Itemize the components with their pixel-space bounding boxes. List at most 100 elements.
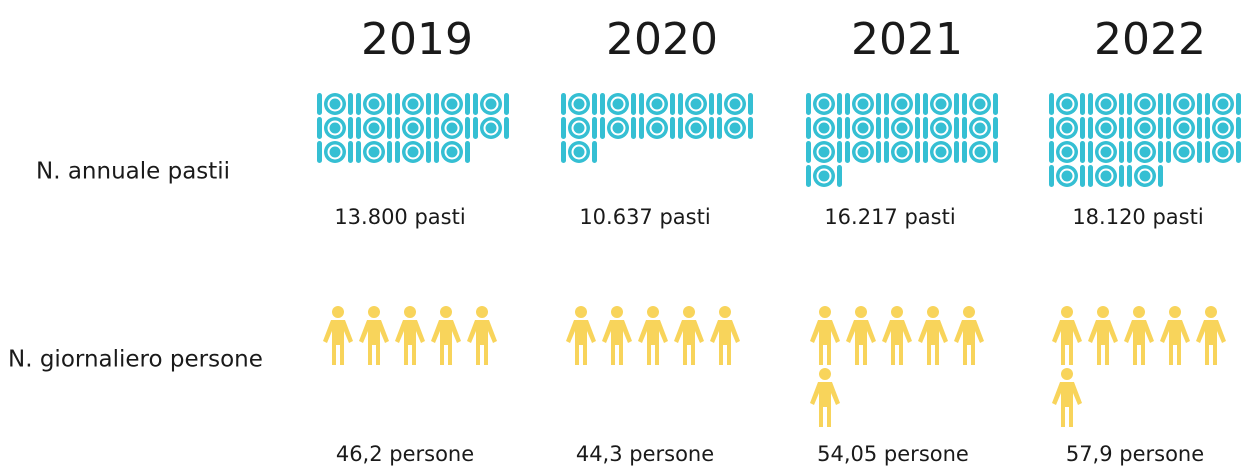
meal-icon xyxy=(356,117,392,139)
year: 2022 xyxy=(1094,14,1206,65)
meal-icons xyxy=(561,93,753,163)
person-icon xyxy=(638,306,668,365)
meal-icon xyxy=(1049,93,1085,115)
year: 2020 xyxy=(606,14,718,65)
meal-icon xyxy=(806,93,842,115)
meal-icon xyxy=(962,141,998,163)
meal-icon xyxy=(923,93,959,115)
meal-icon xyxy=(1049,117,1085,139)
meal-icon xyxy=(806,141,842,163)
person-icons xyxy=(810,306,984,427)
person-icon xyxy=(1196,306,1226,365)
person-icon xyxy=(323,306,353,365)
meal-icon xyxy=(1166,117,1202,139)
meal-icon xyxy=(600,93,636,115)
meal-icon xyxy=(356,141,392,163)
meal-icon xyxy=(473,93,509,115)
value-label: 18.120 pasti xyxy=(1072,205,1203,229)
meal-icon xyxy=(356,93,392,115)
person-icon xyxy=(1052,368,1082,427)
meal-icon xyxy=(1205,117,1241,139)
meal-icon xyxy=(1088,117,1124,139)
person-icons xyxy=(566,306,740,365)
value-label: 46,2 persone xyxy=(336,442,474,466)
person-icon xyxy=(1088,306,1118,365)
row-label: N. giornaliero persone xyxy=(8,347,263,373)
person-icon xyxy=(918,306,948,365)
person-icons xyxy=(1052,306,1226,427)
value-label: 54,05 persone xyxy=(817,442,969,466)
row-label: N. annuale pastii xyxy=(36,159,230,185)
meal-icon xyxy=(678,117,714,139)
meal-icon xyxy=(1088,93,1124,115)
meal-icon xyxy=(1127,141,1163,163)
meal-icon xyxy=(1127,117,1163,139)
meal-icon xyxy=(845,117,881,139)
value-label: 10.637 pasti xyxy=(579,205,710,229)
person-icon xyxy=(602,306,632,365)
meal-icon xyxy=(923,141,959,163)
meal-icon xyxy=(923,117,959,139)
value-label: 16.217 pasti xyxy=(824,205,955,229)
meal-icon xyxy=(845,93,881,115)
value-label: 57,9 persone xyxy=(1066,442,1204,466)
meal-icon xyxy=(1049,141,1085,163)
meal-icon xyxy=(561,141,597,163)
person-icon xyxy=(431,306,461,365)
meal-icon xyxy=(806,117,842,139)
person-icon xyxy=(810,306,840,365)
person-icon xyxy=(1052,306,1082,365)
person-icon xyxy=(710,306,740,365)
meal-icon xyxy=(395,117,431,139)
meal-icons xyxy=(806,93,998,187)
meal-icon xyxy=(962,117,998,139)
meal-icon xyxy=(1166,141,1202,163)
meal-icon xyxy=(1127,165,1163,187)
person-icon xyxy=(954,306,984,365)
meal-icon xyxy=(434,117,470,139)
year: 2019 xyxy=(361,14,473,65)
meal-icon xyxy=(1049,165,1085,187)
meal-icon xyxy=(1088,165,1124,187)
meal-icon xyxy=(317,141,353,163)
person-icon xyxy=(674,306,704,365)
person-icon xyxy=(846,306,876,365)
meal-icon xyxy=(884,93,920,115)
meal-icon xyxy=(639,117,675,139)
meal-icon xyxy=(1205,141,1241,163)
meal-icon xyxy=(1166,93,1202,115)
meal-icon xyxy=(962,93,998,115)
person-icon xyxy=(1124,306,1154,365)
meal-icon xyxy=(845,141,881,163)
meal-icon xyxy=(717,93,753,115)
meal-icon xyxy=(678,93,714,115)
person-icons xyxy=(323,306,497,365)
meal-icons xyxy=(1049,93,1241,187)
meal-icon xyxy=(600,117,636,139)
meal-icon xyxy=(317,93,353,115)
person-icon xyxy=(566,306,596,365)
person-icon xyxy=(359,306,389,365)
meal-icon xyxy=(1205,93,1241,115)
meal-icon xyxy=(395,93,431,115)
person-icon xyxy=(395,306,425,365)
meal-icon xyxy=(561,93,597,115)
meal-icon xyxy=(884,117,920,139)
meal-icon xyxy=(395,141,431,163)
person-icon xyxy=(882,306,912,365)
meal-icon xyxy=(884,141,920,163)
meal-icon xyxy=(717,117,753,139)
meal-icon xyxy=(561,117,597,139)
meal-icon xyxy=(473,117,509,139)
meal-icon xyxy=(1127,93,1163,115)
meal-icon xyxy=(317,117,353,139)
meal-icon xyxy=(806,165,842,187)
meal-icon xyxy=(434,141,470,163)
person-icon xyxy=(467,306,497,365)
person-icon xyxy=(810,368,840,427)
value-label: 13.800 pasti xyxy=(334,205,465,229)
meal-icon xyxy=(1088,141,1124,163)
year: 2021 xyxy=(851,14,963,65)
meal-icon xyxy=(639,93,675,115)
